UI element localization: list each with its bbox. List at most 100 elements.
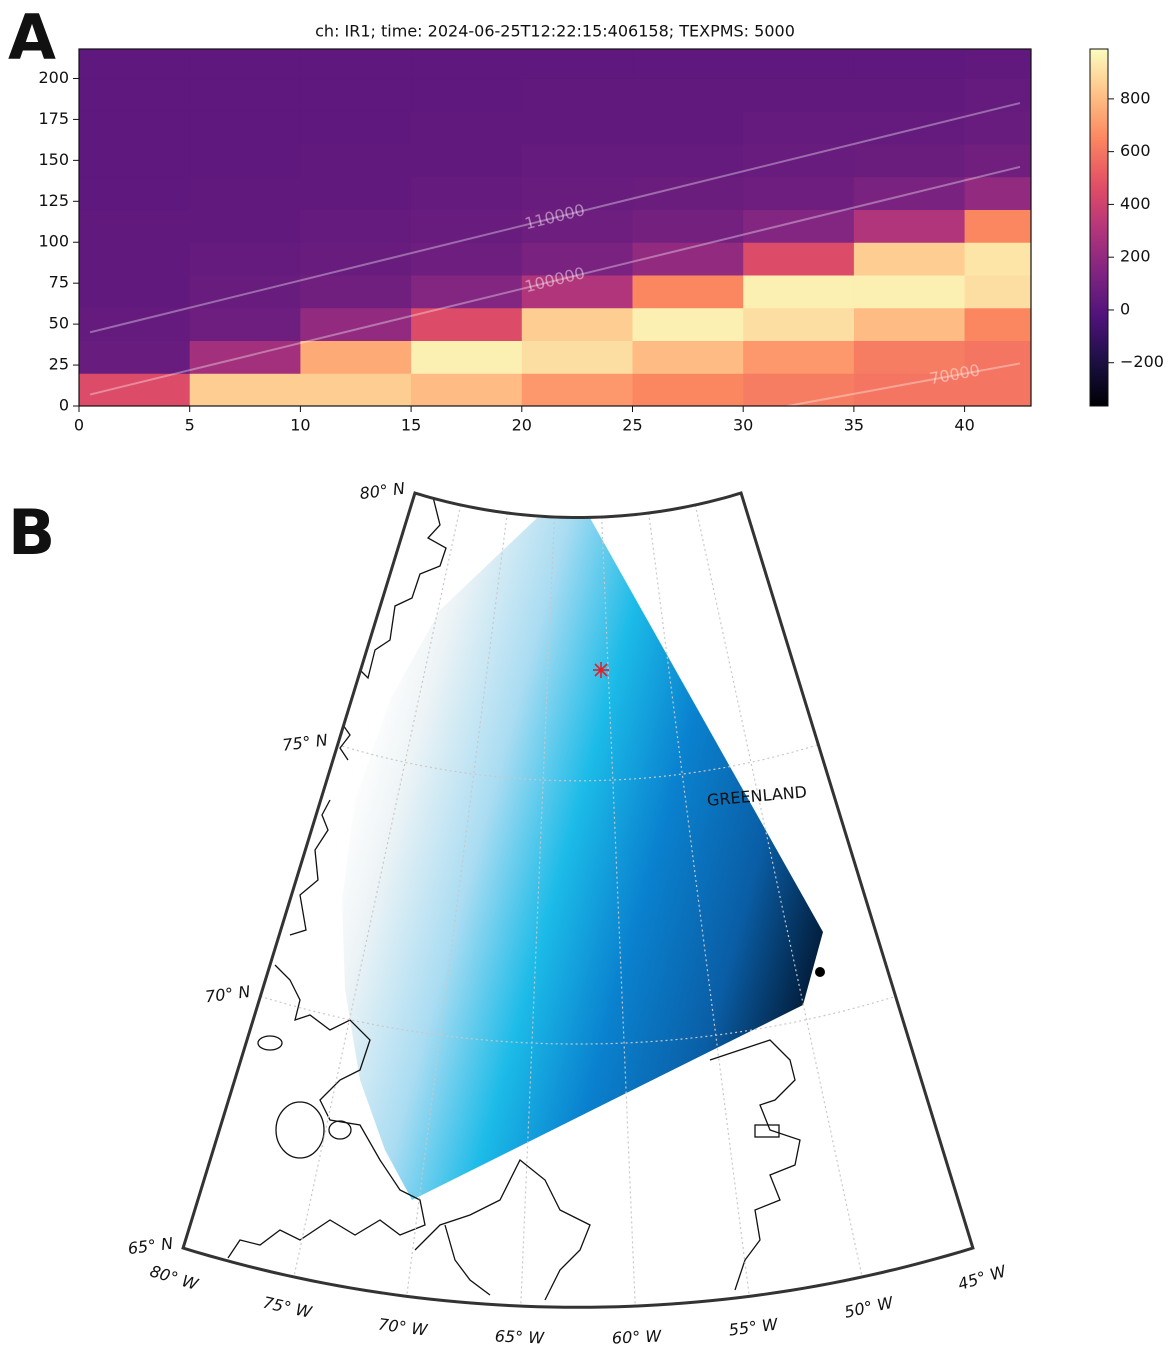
heat-cell (411, 49, 523, 79)
heat-cell (743, 111, 855, 145)
heat-cell (743, 143, 855, 178)
y-tick-label: 100 (38, 232, 69, 251)
heat-cell (964, 111, 1032, 145)
lon-grid-line (293, 504, 462, 1278)
heat-cell (300, 274, 412, 309)
heat-cell (521, 242, 633, 276)
y-tick-label: 75 (49, 273, 69, 292)
lat-grid-line (337, 744, 819, 782)
heat-cell (411, 209, 523, 243)
heat-cell (411, 111, 523, 145)
contour-line (787, 362, 1021, 407)
heat-cell (300, 111, 412, 145)
heat-cell (964, 340, 1032, 374)
heat-cell (411, 78, 523, 112)
heat-cell (853, 340, 966, 374)
heat-cell (189, 242, 301, 276)
heat-cell (189, 143, 301, 178)
x-tick-label: 35 (844, 416, 864, 435)
heat-cell (79, 78, 191, 112)
heat-cell (411, 307, 523, 341)
y-tick-label: 125 (38, 191, 69, 210)
colorbar-tick-label: 200 (1120, 247, 1151, 266)
colorbar (1089, 48, 1109, 407)
coastline (414, 1158, 591, 1301)
lon-grid-line (520, 516, 555, 1307)
heat-cell (964, 242, 1032, 276)
lon-grid-line (648, 512, 750, 1297)
heat-cell (632, 111, 744, 145)
coastline (275, 1101, 325, 1159)
heat-cell (964, 143, 1032, 178)
heat-cell (853, 78, 966, 112)
heat-cell (632, 78, 744, 112)
lat-label: 75° N (281, 730, 328, 754)
coastline (289, 799, 331, 936)
heat-cell (300, 143, 412, 178)
heat-cell (521, 340, 633, 374)
heat-cell (300, 373, 412, 407)
lon-label: 70° W (377, 1315, 429, 1340)
heat-cell (79, 340, 191, 374)
heat-cell (853, 307, 966, 341)
colorbar-tick-label: 800 (1120, 88, 1151, 107)
heat-cell (411, 176, 523, 210)
heat-cell (743, 176, 855, 210)
heat-cell (411, 373, 523, 407)
heat-cell (964, 307, 1032, 341)
x-tick-label: 20 (512, 416, 532, 435)
heat-cell (300, 209, 412, 243)
heat-cell (521, 373, 633, 407)
heat-cell (964, 274, 1032, 309)
heat-cell (632, 143, 744, 178)
coastline (227, 964, 426, 1259)
heat-cell (411, 242, 523, 276)
heat-cell (853, 274, 966, 309)
heat-cell (189, 307, 301, 341)
heat-cell (521, 49, 633, 79)
heat-cell (853, 209, 966, 243)
lon-label: 65° W (494, 1327, 545, 1347)
heat-cell (853, 242, 966, 276)
heat-cell (189, 373, 301, 407)
lon-grid-line (406, 512, 508, 1297)
heat-cell (743, 340, 855, 374)
heat-cell (189, 111, 301, 145)
heat-cell (411, 274, 523, 309)
heat-cell (521, 307, 633, 341)
lon-grid-line (601, 516, 636, 1307)
heat-cell (79, 274, 191, 309)
heat-cell (964, 78, 1032, 112)
colorbar-tick-label: 400 (1120, 194, 1151, 213)
heat-cell (300, 307, 412, 341)
heat-cell (79, 307, 191, 341)
heat-cell (189, 209, 301, 243)
panel-label: A (8, 1, 56, 74)
heat-cell (189, 78, 301, 112)
heat-cell (189, 176, 301, 210)
heat-cell (300, 242, 412, 276)
lat-label: 65° N (127, 1234, 174, 1258)
heat-cell (743, 373, 855, 407)
heat-cell (964, 49, 1032, 79)
heat-cell (300, 49, 412, 79)
lon-label: 80° W (148, 1261, 202, 1294)
heat-cell (79, 209, 191, 243)
colorbar-tick-label: 600 (1120, 141, 1151, 160)
heat-cell (853, 49, 966, 79)
contour-line (89, 102, 1021, 334)
lat-label: 80° N (359, 479, 406, 503)
heat-cell (79, 242, 191, 276)
lon-label: 45° W (956, 1261, 1010, 1294)
heat-cell (521, 274, 633, 309)
lon-label: 75° W (261, 1293, 314, 1322)
lon-label: 55° W (728, 1314, 780, 1339)
heat-cell (521, 209, 633, 243)
colorbar-tick-label: −200 (1120, 352, 1164, 371)
heat-cell (521, 111, 633, 145)
coastline (709, 1039, 801, 1291)
heat-cell (521, 176, 633, 210)
lon-label: 60° W (612, 1326, 663, 1347)
heat-cell (743, 242, 855, 276)
